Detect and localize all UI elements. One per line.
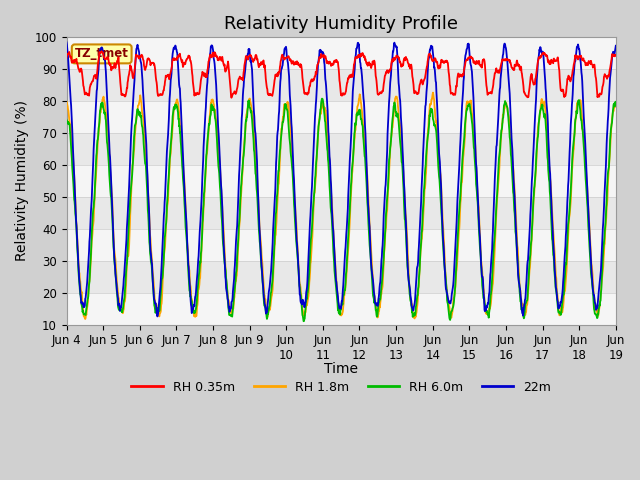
Bar: [67, 293, 616, 324]
Bar: [67, 133, 616, 165]
Bar: [67, 69, 616, 101]
Bar: [67, 101, 616, 133]
Bar: [67, 261, 616, 293]
Bar: [67, 197, 616, 229]
Bar: [67, 37, 616, 69]
Legend: RH 0.35m, RH 1.8m, RH 6.0m, 22m: RH 0.35m, RH 1.8m, RH 6.0m, 22m: [127, 376, 556, 399]
X-axis label: Time: Time: [324, 362, 358, 376]
Bar: [67, 229, 616, 261]
Y-axis label: Relativity Humidity (%): Relativity Humidity (%): [15, 100, 29, 262]
Text: TZ_tmet: TZ_tmet: [75, 48, 129, 60]
Title: Relativity Humidity Profile: Relativity Humidity Profile: [224, 15, 458, 33]
Bar: [67, 165, 616, 197]
